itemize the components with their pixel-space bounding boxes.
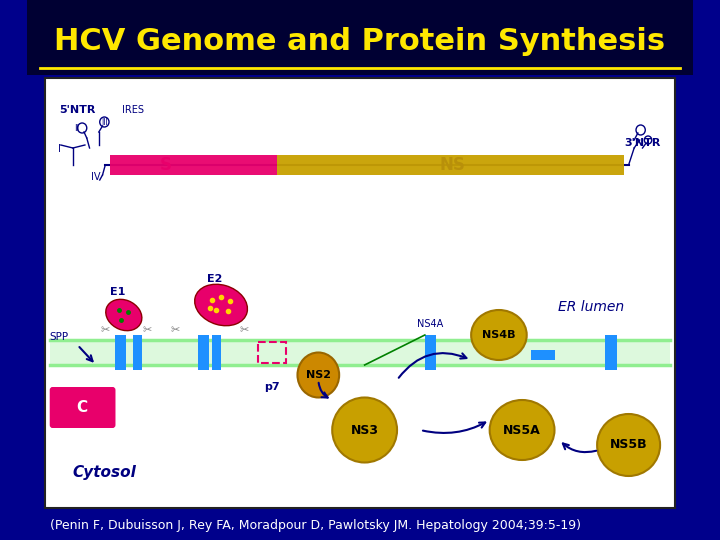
Ellipse shape bbox=[490, 400, 554, 460]
Bar bbox=[606, 335, 616, 370]
Text: 5'NTR: 5'NTR bbox=[59, 105, 96, 115]
Text: ✂: ✂ bbox=[170, 325, 179, 335]
Text: NS5B: NS5B bbox=[610, 438, 647, 451]
Text: II: II bbox=[74, 124, 79, 133]
Text: Cytosol: Cytosol bbox=[73, 465, 137, 480]
Bar bbox=[258, 342, 286, 363]
Bar bbox=[198, 335, 209, 370]
Ellipse shape bbox=[194, 284, 248, 326]
Ellipse shape bbox=[597, 414, 660, 476]
Text: (Penin F, Dubuisson J, Rey FA, Moradpour D, Pawlotsky JM. Hepatology 2004;39:5-1: (Penin F, Dubuisson J, Rey FA, Moradpour… bbox=[50, 518, 581, 531]
Text: NS: NS bbox=[440, 156, 466, 174]
Text: IV: IV bbox=[91, 172, 101, 182]
Bar bbox=[27, 0, 693, 75]
Text: NS4B: NS4B bbox=[482, 330, 516, 340]
Text: E2: E2 bbox=[207, 274, 222, 284]
Bar bbox=[110, 155, 276, 175]
Text: SPP: SPP bbox=[50, 332, 68, 342]
Text: ✂: ✂ bbox=[143, 325, 152, 335]
Ellipse shape bbox=[297, 353, 339, 397]
Bar bbox=[276, 155, 624, 175]
Text: p7: p7 bbox=[264, 382, 280, 392]
Text: III: III bbox=[101, 118, 108, 127]
Bar bbox=[212, 335, 221, 370]
Ellipse shape bbox=[471, 310, 527, 360]
Bar bbox=[114, 335, 126, 370]
Text: NS5A: NS5A bbox=[503, 423, 541, 436]
Bar bbox=[133, 335, 143, 370]
Ellipse shape bbox=[332, 397, 397, 462]
Text: 3'NTR: 3'NTR bbox=[624, 138, 661, 148]
Text: I: I bbox=[58, 144, 60, 154]
Text: NS4A: NS4A bbox=[418, 319, 444, 329]
Text: ✂: ✂ bbox=[101, 325, 110, 335]
Ellipse shape bbox=[106, 299, 142, 330]
Text: C: C bbox=[76, 400, 88, 415]
Bar bbox=[50, 340, 670, 365]
Text: ER lumen: ER lumen bbox=[558, 300, 624, 314]
Text: NS3: NS3 bbox=[351, 423, 379, 436]
Text: E1: E1 bbox=[110, 287, 125, 297]
Text: HCV Genome and Protein Synthesis: HCV Genome and Protein Synthesis bbox=[55, 28, 665, 57]
FancyBboxPatch shape bbox=[50, 387, 115, 428]
Text: IRES: IRES bbox=[122, 105, 144, 115]
Bar bbox=[425, 335, 436, 370]
Text: S: S bbox=[160, 156, 171, 174]
Bar bbox=[531, 350, 554, 360]
Text: ✂: ✂ bbox=[240, 325, 249, 335]
Text: NS2: NS2 bbox=[306, 370, 330, 380]
Bar bbox=[45, 78, 675, 508]
